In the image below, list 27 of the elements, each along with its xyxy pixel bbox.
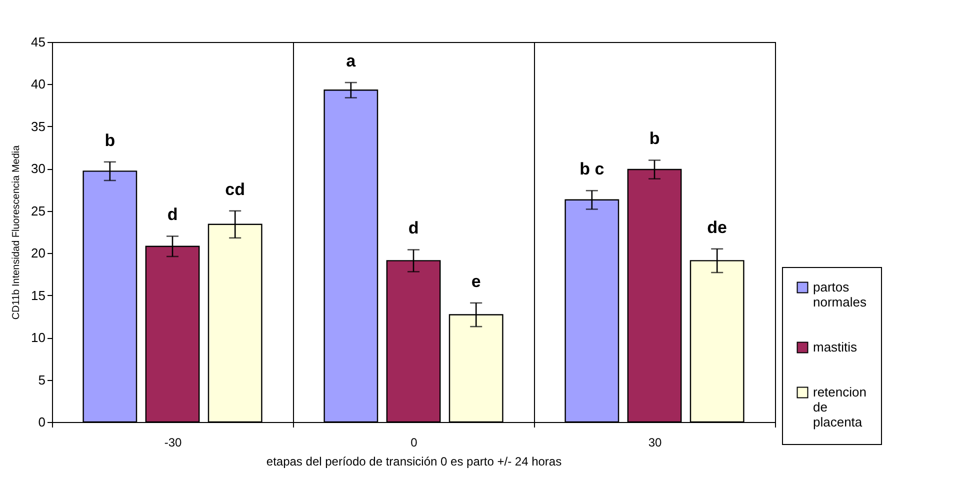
data-label: b c (580, 160, 604, 179)
legend-label: retencion de placenta (813, 384, 866, 430)
x-axis-title: etapas del período de transición 0 es parto +/- 24 horas (266, 454, 562, 468)
y-tick-label: 5 (38, 372, 46, 388)
x-tick-label: -30 (164, 436, 182, 450)
y-tick-label: 40 (31, 76, 46, 92)
data-label: de (707, 218, 728, 237)
data-label: b (104, 130, 116, 150)
y-tick-label: 35 (31, 118, 46, 134)
data-label: d (167, 205, 178, 224)
legend-label: partos normales (813, 280, 867, 310)
data-label: a (346, 52, 356, 71)
y-tick-label: 20 (31, 246, 46, 261)
x-tick-label: 0 (410, 436, 418, 450)
y-tick-label: 45 (31, 34, 46, 50)
data-label: d (408, 218, 419, 238)
y-tick-label: 0 (38, 414, 46, 430)
data-label: e (471, 272, 481, 291)
y-tick-label: 15 (31, 288, 46, 303)
legend-label: mastitis (813, 340, 858, 354)
data-label: b (649, 129, 660, 148)
y-tick-label: 10 (31, 330, 46, 346)
y-tick-label: 25 (31, 203, 46, 218)
y-tick-label: 30 (31, 161, 46, 176)
data-label: cd (225, 180, 246, 199)
x-tick-label: 30 (648, 436, 662, 450)
y-axis-title: CD11b Intensidad Fluorescencia Media (11, 144, 22, 320)
